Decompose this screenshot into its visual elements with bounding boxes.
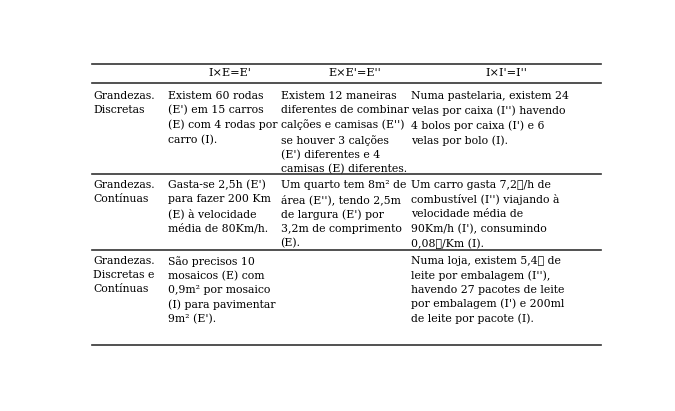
Text: Existem 12 maneiras
diferentes de combinar
calções e camisas (E'')
se houver 3 c: Existem 12 maneiras diferentes de combin… [281, 91, 408, 175]
Text: Grandezas.
Discretas e
Contínuas: Grandezas. Discretas e Contínuas [93, 256, 155, 293]
Text: Numa pastelaria, existem 24
velas por caixa (I'') havendo
4 bolos por caixa (I'): Numa pastelaria, existem 24 velas por ca… [411, 91, 569, 145]
Text: Grandezas.
Contínuas: Grandezas. Contínuas [93, 180, 155, 204]
Text: I×I'=I'': I×I'=I'' [485, 68, 527, 78]
Text: Um quarto tem 8m² de
área (E''), tendo 2,5m
de largura (E') por
3,2m de comprime: Um quarto tem 8m² de área (E''), tendo 2… [281, 180, 406, 248]
Text: I×E=E': I×E=E' [209, 68, 251, 78]
Text: Gasta-se 2,5h (E')
para fazer 200 Km
(E) à velocidade
média de 80Km/h.: Gasta-se 2,5h (E') para fazer 200 Km (E)… [168, 180, 271, 234]
Text: São precisos 10
mosaicos (E) com
0,9m² por mosaico
(I) para pavimentar
9m² (E').: São precisos 10 mosaicos (E) com 0,9m² p… [168, 256, 275, 324]
Text: Existem 60 rodas
(E') em 15 carros
(E) com 4 rodas por
carro (I).: Existem 60 rodas (E') em 15 carros (E) c… [168, 91, 277, 145]
Text: Grandezas.
Discretas: Grandezas. Discretas [93, 91, 155, 115]
Text: E×E'=E'': E×E'=E'' [328, 68, 381, 78]
Text: Numa loja, existem 5,4ℓ de
leite por embalagem (I''),
havendo 27 pacotes de leit: Numa loja, existem 5,4ℓ de leite por emb… [411, 256, 565, 324]
Text: Um carro gasta 7,2ℓ/h de
combustível (I'') viajando à
velocidade média de
90Km/h: Um carro gasta 7,2ℓ/h de combustível (I'… [411, 180, 560, 249]
